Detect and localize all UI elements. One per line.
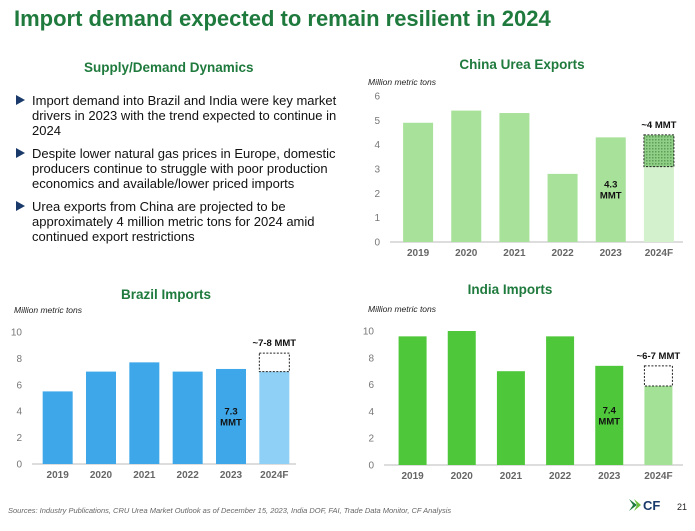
- bullet-list: Import demand into Brazil and India were…: [16, 93, 346, 252]
- china-exports-chart: China Urea Exports Million metric tons 0 1 2…: [368, 57, 683, 259]
- bar: [546, 336, 575, 465]
- bar: [447, 331, 476, 465]
- bar: [595, 137, 626, 242]
- x-tick-label: 2021: [503, 248, 526, 259]
- data-label: MMT: [600, 191, 622, 202]
- y-tick-label: 2: [16, 433, 22, 444]
- y-tick-label: 10: [363, 327, 375, 338]
- bar: [547, 173, 578, 242]
- x-tick-label: 2020: [455, 248, 478, 259]
- y-tick-label: 5: [374, 116, 380, 127]
- y-axis-label: Million metric tons: [368, 77, 437, 87]
- y-tick-label: 8: [16, 354, 22, 365]
- bar: [86, 371, 116, 464]
- page-title: Import demand expected to remain resilie…: [14, 6, 551, 31]
- bar: [259, 371, 290, 464]
- x-tick-label: 2023: [600, 248, 623, 259]
- y-tick-label: 2: [374, 189, 380, 200]
- forecast-label: ~7-8 MMT: [253, 338, 297, 349]
- bullet-item: Urea exports from China are projected to…: [16, 199, 346, 244]
- y-tick-label: 2: [368, 434, 374, 445]
- x-tick-label: 2024F: [644, 471, 672, 482]
- forecast-range-box: [643, 365, 673, 387]
- y-tick-label: 0: [374, 238, 380, 249]
- bullet-item: Import demand into Brazil and India were…: [16, 93, 346, 138]
- y-tick-label: 0: [16, 460, 22, 471]
- x-tick-label: 2024F: [645, 248, 673, 259]
- bar: [172, 371, 203, 464]
- bar: [643, 166, 674, 242]
- bar: [499, 113, 530, 243]
- x-tick-label: 2021: [133, 470, 156, 481]
- y-tick-label: 6: [16, 380, 22, 391]
- data-label: 7.3: [224, 406, 237, 417]
- y-tick-label: 6: [368, 380, 374, 391]
- x-tick-label: 2023: [220, 470, 243, 481]
- page-number: 21: [677, 502, 688, 512]
- y-tick-label: 4: [374, 140, 380, 151]
- bullet-text: Import demand into Brazil and India were…: [32, 93, 337, 138]
- x-tick-label: 2023: [598, 471, 621, 482]
- x-tick-label: 2019: [407, 248, 430, 259]
- bar: [496, 371, 525, 465]
- logo-mark-icon: [629, 499, 637, 511]
- y-tick-label: 4: [368, 407, 374, 418]
- x-tick-label: 2020: [90, 470, 113, 481]
- bullet-text: Urea exports from China are projected to…: [32, 199, 315, 244]
- data-label: MMT: [220, 417, 242, 428]
- x-tick-label: 2022: [551, 248, 574, 259]
- triangle-bullet-icon: [16, 148, 25, 158]
- supply-demand-heading: Supply/Demand Dynamics: [84, 60, 254, 75]
- forecast-range-box: [258, 352, 290, 373]
- y-axis-label: Million metric tons: [368, 304, 437, 314]
- chart-title: Brazil Imports: [121, 287, 211, 302]
- forecast-label: ~4 MMT: [641, 120, 676, 131]
- y-axis-label: Million metric tons: [14, 305, 83, 315]
- bar: [42, 391, 73, 464]
- bar: [595, 365, 624, 465]
- bar: [398, 336, 427, 465]
- bar: [451, 110, 482, 242]
- x-tick-label: 2021: [500, 471, 523, 482]
- triangle-bullet-icon: [16, 95, 25, 105]
- y-tick-label: 3: [374, 165, 380, 176]
- bar: [216, 368, 246, 464]
- forecast-label: ~6-7 MMT: [637, 351, 681, 362]
- bar: [129, 362, 160, 464]
- x-tick-label: 2020: [451, 471, 474, 482]
- bullet-item: Despite lower natural gas prices in Euro…: [16, 146, 346, 191]
- brazil-imports-chart: Brazil Imports Million metric tons 0 2 4 6 8 10…: [11, 287, 297, 481]
- chart-title: India Imports: [468, 282, 553, 297]
- footnote: Sources: Industry Publications, CRU Urea…: [8, 506, 452, 515]
- india-imports-chart: India Imports Million metric tons 0 2 4 6 8 10 2…: [363, 282, 683, 482]
- y-tick-label: 1: [374, 213, 380, 224]
- x-tick-label: 2019: [401, 471, 424, 482]
- y-tick-label: 0: [368, 461, 374, 472]
- bullet-text: Despite lower natural gas prices in Euro…: [32, 146, 336, 191]
- cf-logo: CF: [629, 498, 660, 513]
- chart-title: China Urea Exports: [459, 57, 584, 72]
- bar: [403, 122, 434, 242]
- data-label: 4.3: [604, 180, 617, 191]
- bar: [644, 385, 673, 465]
- y-tick-label: 6: [374, 92, 380, 103]
- x-tick-label: 2024F: [260, 470, 288, 481]
- y-tick-label: 10: [11, 328, 23, 339]
- y-tick-label: 8: [368, 353, 374, 364]
- forecast-range-box: [643, 134, 675, 168]
- data-label: MMT: [598, 416, 620, 427]
- x-tick-label: 2022: [549, 471, 572, 482]
- triangle-bullet-icon: [16, 201, 25, 211]
- x-tick-label: 2022: [177, 470, 200, 481]
- data-label: 7.4: [603, 405, 617, 416]
- x-tick-label: 2019: [47, 470, 70, 481]
- logo-text: CF: [643, 498, 660, 513]
- y-tick-label: 4: [16, 407, 22, 418]
